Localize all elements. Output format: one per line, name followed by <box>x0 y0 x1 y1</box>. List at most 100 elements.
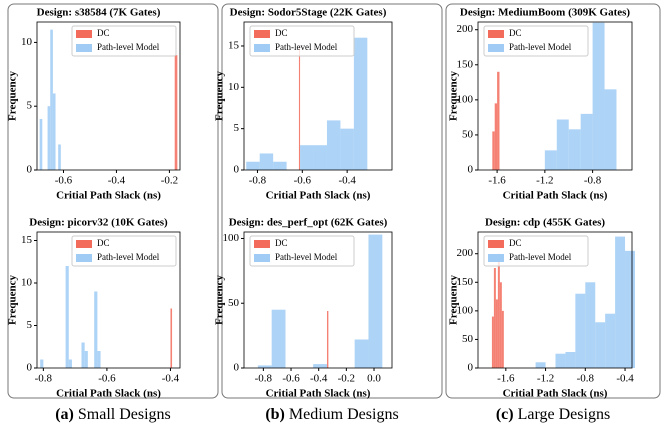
legend-swatch <box>254 44 270 52</box>
caption-text: Small Designs <box>78 406 171 423</box>
histogram-bar <box>326 311 329 368</box>
legend-swatch <box>254 30 270 38</box>
caption: (b) Medium Designs <box>265 406 398 423</box>
chart-title: Design: MediumBoom (309K Gates) <box>460 7 631 19</box>
chart-title: Design: des_perf_opt (62K Gates) <box>229 217 388 229</box>
histogram-bar <box>174 55 178 171</box>
y-tick-label: 50 <box>462 128 474 140</box>
x-tick-label: -0.8 <box>577 373 595 385</box>
x-tick-label: 0.0 <box>367 373 381 385</box>
x-tick-label: -0.2 <box>161 175 178 187</box>
y-tick-label: 150 <box>457 58 474 70</box>
histogram-bar <box>568 129 581 170</box>
histogram-bar <box>58 144 61 170</box>
caption-label: (b) <box>265 406 285 423</box>
y-axis-label: Frequency <box>7 71 19 121</box>
histogram-bar <box>605 313 616 368</box>
histogram-bar <box>580 113 593 170</box>
x-axis-label: Critial Path Slack (ns) <box>503 190 608 202</box>
histogram-bar <box>47 106 51 170</box>
y-tick-label: 5 <box>234 122 240 134</box>
x-tick-label: -0.8 <box>35 373 53 385</box>
legend-label: DC <box>275 238 288 248</box>
histogram-bar <box>535 362 546 368</box>
legend-label: DC <box>97 28 110 38</box>
histogram-bar <box>40 359 44 368</box>
y-tick-label: 15 <box>228 40 240 52</box>
x-tick-label: -0.4 <box>310 373 328 385</box>
y-tick-label: 0 <box>468 164 474 176</box>
y-axis-label: Frequency <box>448 275 460 325</box>
legend-swatch <box>488 44 504 52</box>
y-tick-label: 0 <box>468 362 474 374</box>
histogram-bar <box>604 89 617 170</box>
histogram-bar <box>544 150 557 170</box>
y-tick-label: 10 <box>21 36 33 48</box>
histogram-bar <box>84 351 88 368</box>
y-axis-label: Frequency <box>214 275 226 325</box>
legend-label: DC <box>509 28 522 38</box>
plot-frame <box>477 21 633 171</box>
caption-label: (c) <box>496 406 514 423</box>
x-axis-label: Critial Path Slack (ns) <box>266 388 371 400</box>
panel-border <box>221 3 443 399</box>
histogram-bar <box>259 153 274 170</box>
legend-label: Path-level Model <box>275 42 338 52</box>
histogram-bar <box>271 309 286 368</box>
x-tick-label: -0.6 <box>282 373 300 385</box>
x-tick-label: -1.2 <box>537 373 554 385</box>
legend-box <box>249 25 355 57</box>
histogram-bar <box>246 161 260 170</box>
histogram-bar <box>50 29 53 171</box>
y-tick-label: 0 <box>234 362 240 374</box>
legend-swatch <box>76 254 92 262</box>
y-tick-label: 5 <box>27 100 33 112</box>
y-tick-label: 150 <box>457 276 474 288</box>
y-tick-label: 0 <box>234 164 240 176</box>
x-tick-label: -0.6 <box>294 175 312 187</box>
histogram-bar <box>313 364 327 368</box>
histogram-bar <box>491 316 494 368</box>
histogram-bar <box>326 120 341 170</box>
caption: (c) Large Designs <box>496 406 610 423</box>
histogram-bar <box>499 282 502 368</box>
plot-frame <box>36 231 181 369</box>
y-tick-label: 10 <box>228 81 240 93</box>
legend-swatch <box>488 254 504 262</box>
histogram-bar <box>625 250 635 368</box>
legend-label: DC <box>275 28 288 38</box>
x-tick-label: -0.2 <box>338 373 355 385</box>
histogram-bar <box>300 145 314 170</box>
caption-text: Medium Designs <box>289 406 399 423</box>
histogram-bar <box>492 131 495 170</box>
y-tick-label: 5 <box>27 319 33 331</box>
histogram-bar <box>565 352 576 368</box>
legend-swatch <box>488 240 504 248</box>
histogram-bar <box>368 234 383 368</box>
histogram-bar <box>273 161 287 170</box>
histogram-bar <box>555 353 566 368</box>
legend-box <box>71 25 177 57</box>
y-tick-label: 50 <box>228 297 240 309</box>
histogram-bar <box>68 359 72 368</box>
y-axis-label: Frequency <box>7 275 19 325</box>
legend-label: Path-level Model <box>275 252 338 262</box>
histogram-bar <box>501 310 504 368</box>
x-tick-label: -0.8 <box>249 175 267 187</box>
histogram-bar <box>354 339 369 368</box>
legend-label: DC <box>509 238 522 248</box>
x-axis-label: Critial Path Slack (ns) <box>56 190 161 202</box>
y-tick-label: 50 <box>462 333 474 345</box>
histogram-bar <box>615 236 626 368</box>
x-axis-label: Critial Path Slack (ns) <box>266 190 371 202</box>
legend-swatch <box>76 240 92 248</box>
legend-box <box>71 235 177 267</box>
histogram-bar <box>313 145 327 170</box>
legend-label: Path-level Model <box>97 252 160 262</box>
legend-box <box>483 235 589 267</box>
y-tick-label: 200 <box>457 23 474 35</box>
y-tick-label: 15 <box>21 234 33 246</box>
x-tick-label: -0.4 <box>108 175 126 187</box>
legend-label: Path-level Model <box>509 252 572 262</box>
